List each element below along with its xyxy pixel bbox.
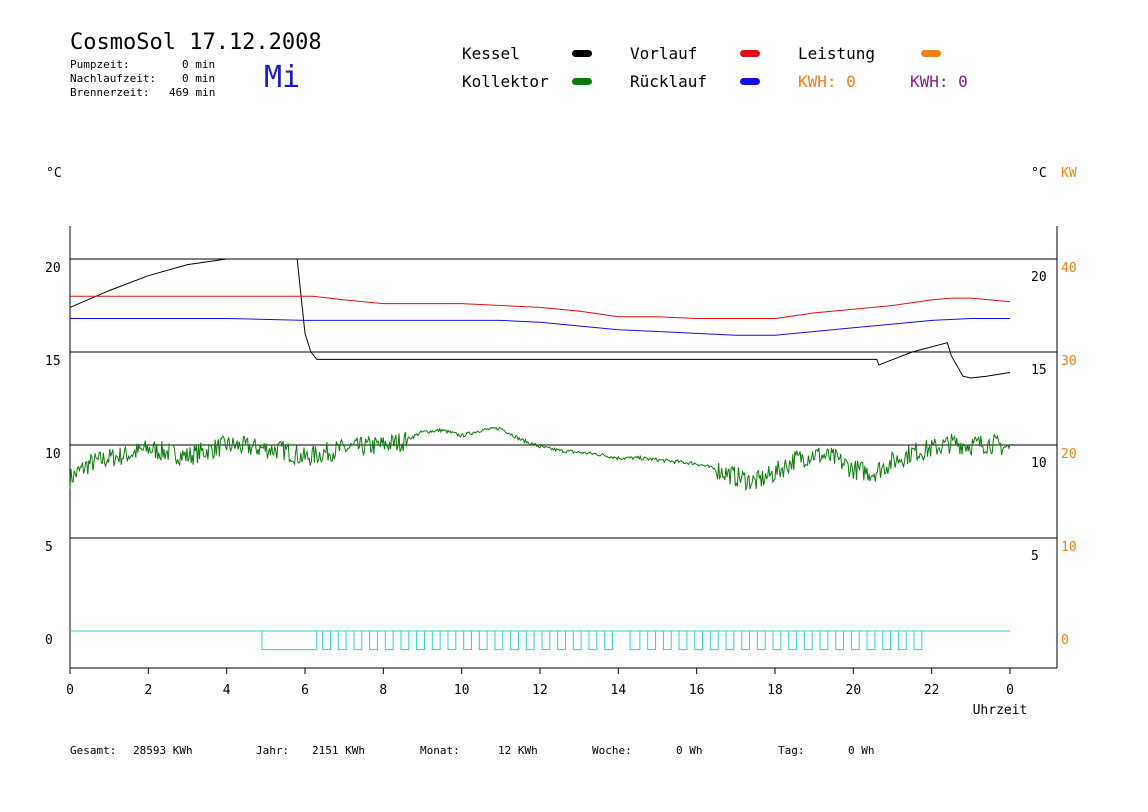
pump-trace [70, 630, 1010, 651]
y2-tick-label-kw: 30 [1061, 354, 1077, 369]
x-tick-label: 18 [767, 683, 783, 698]
legend-kessel-label: Kessel [462, 44, 520, 63]
y2-tick-label-c: 10 [1031, 456, 1047, 471]
x-tick-label: 6 [301, 683, 309, 698]
kwh-orange-readout: KWH: 0 [798, 72, 856, 91]
day-energy-value: 0 Wh [848, 744, 875, 757]
y2-tick-label-kw: 10 [1061, 540, 1077, 555]
x-tick-label: 10 [454, 683, 470, 698]
afterrun-time-label: Nachlaufzeit: [70, 72, 157, 85]
y2-tick-label-kw: 0 [1061, 633, 1069, 648]
x-axis-label: Uhrzeit [973, 703, 1028, 718]
legend-vorlauf-swatch [740, 50, 760, 57]
month-energy-label: Monat: [420, 744, 460, 757]
legend-ruecklauf-label: Rücklauf [630, 72, 708, 91]
day-energy-label: Tag: [778, 744, 805, 757]
x-tick-label: 22 [924, 683, 940, 698]
x-tick-label: 2 [144, 683, 152, 698]
legend-leistung-swatch [921, 50, 941, 57]
burner-time-label: Brennerzeit: [70, 86, 150, 99]
legend-vorlauf-label: Vorlauf [630, 44, 698, 63]
weekday-label: Mi [264, 60, 301, 95]
chart-ticks: 20 15 10 5 0 20 15 10 5 40 30 20 10 0 0 2 4 6 8 10 12 14 16 18 2… [45, 261, 1077, 718]
week-energy-label: Woche: [592, 744, 632, 757]
x-tick-label: 0 [1006, 683, 1014, 698]
x-tick-label: 4 [223, 683, 231, 698]
y-tick-label: 20 [45, 261, 61, 276]
legend-kollektor-swatch [572, 78, 592, 85]
series-line-kollektor [69, 426, 1011, 492]
y2-tick-label-c: 15 [1031, 363, 1047, 378]
y-tick-label: 0 [45, 633, 53, 648]
y2-tick-label-kw: 40 [1061, 261, 1077, 276]
legend-kollektor-label: Kollektor [462, 72, 549, 91]
y-tick-label: 5 [45, 540, 53, 555]
series-line-vorlauf [70, 295, 1011, 319]
total-energy-value: 28593 KWh [133, 744, 193, 757]
legend-leistung-label: Leistung [798, 44, 876, 63]
y-tick-label: 15 [45, 354, 61, 369]
legend-ruecklauf-swatch [740, 78, 760, 85]
total-energy-label: Gesamt: [70, 744, 117, 757]
x-tick-label: 14 [611, 683, 627, 698]
page-title: CosmoSol 17.12.2008 [70, 30, 322, 55]
chart-series [69, 258, 1011, 651]
x-tick-label: 8 [379, 683, 387, 698]
right-axis-unit-c: °C [1031, 166, 1047, 181]
x-tick-label: 20 [846, 683, 862, 698]
chart-frame [69, 226, 1058, 669]
x-tick-label: 0 [66, 683, 74, 698]
y2-tick-label-c: 20 [1031, 270, 1047, 285]
afterrun-time-value: 0 min [182, 72, 216, 85]
legend-kessel-swatch [572, 50, 592, 57]
series-line-kessel [69, 258, 1011, 379]
year-energy-label: Jahr: [256, 744, 290, 757]
x-tick-label: 12 [532, 683, 548, 698]
series-line-ruecklauf [70, 318, 1010, 336]
right-axis-unit-kw: KW [1061, 166, 1077, 181]
x-tick-label: 16 [689, 683, 705, 698]
pump-time-label: Pumpzeit: [70, 58, 130, 71]
y2-tick-label-c: 5 [1031, 549, 1039, 564]
y-tick-label: 10 [45, 447, 61, 462]
kwh-purple-readout: KWH: 0 [910, 72, 968, 91]
y2-tick-label-kw: 20 [1061, 447, 1077, 462]
burner-time-value: 469 min [169, 86, 216, 99]
left-axis-unit: °C [46, 166, 62, 181]
pump-time-value: 0 min [182, 58, 216, 71]
week-energy-value: 0 Wh [676, 744, 703, 757]
year-energy-value: 2151 KWh [312, 744, 365, 757]
month-energy-value: 12 KWh [498, 744, 538, 757]
